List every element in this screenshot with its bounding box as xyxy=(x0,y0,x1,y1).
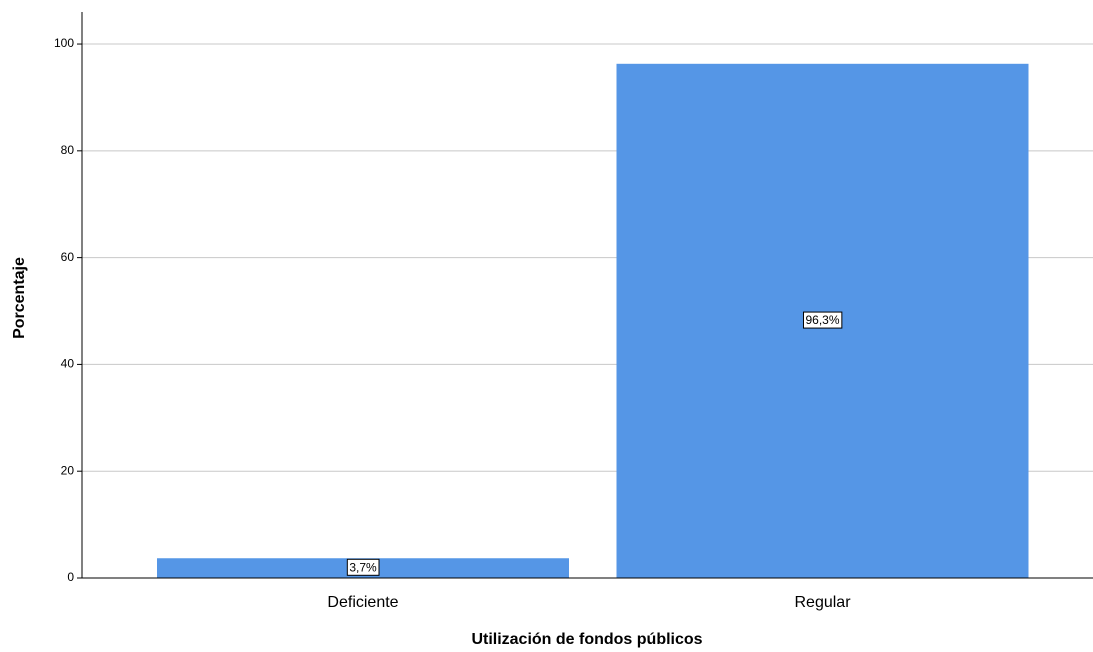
x-tick-label: Regular xyxy=(794,594,851,611)
y-tick-label: 60 xyxy=(61,250,75,264)
y-tick-label: 100 xyxy=(54,36,74,50)
y-tick-label: 0 xyxy=(67,570,74,584)
value-label: 3,7% xyxy=(349,560,377,574)
y-axis-title: Porcentaje xyxy=(11,257,28,339)
value-label-box xyxy=(802,311,843,329)
x-tick-label: Deficiente xyxy=(327,594,398,611)
value-label: 96,3% xyxy=(805,313,839,327)
value-label-box xyxy=(346,558,380,576)
y-tick-label: 20 xyxy=(61,463,75,477)
y-tick-label: 80 xyxy=(61,143,75,157)
y-tick-label: 40 xyxy=(61,357,75,371)
x-axis-title: Utilización de fondos públicos xyxy=(471,631,702,648)
